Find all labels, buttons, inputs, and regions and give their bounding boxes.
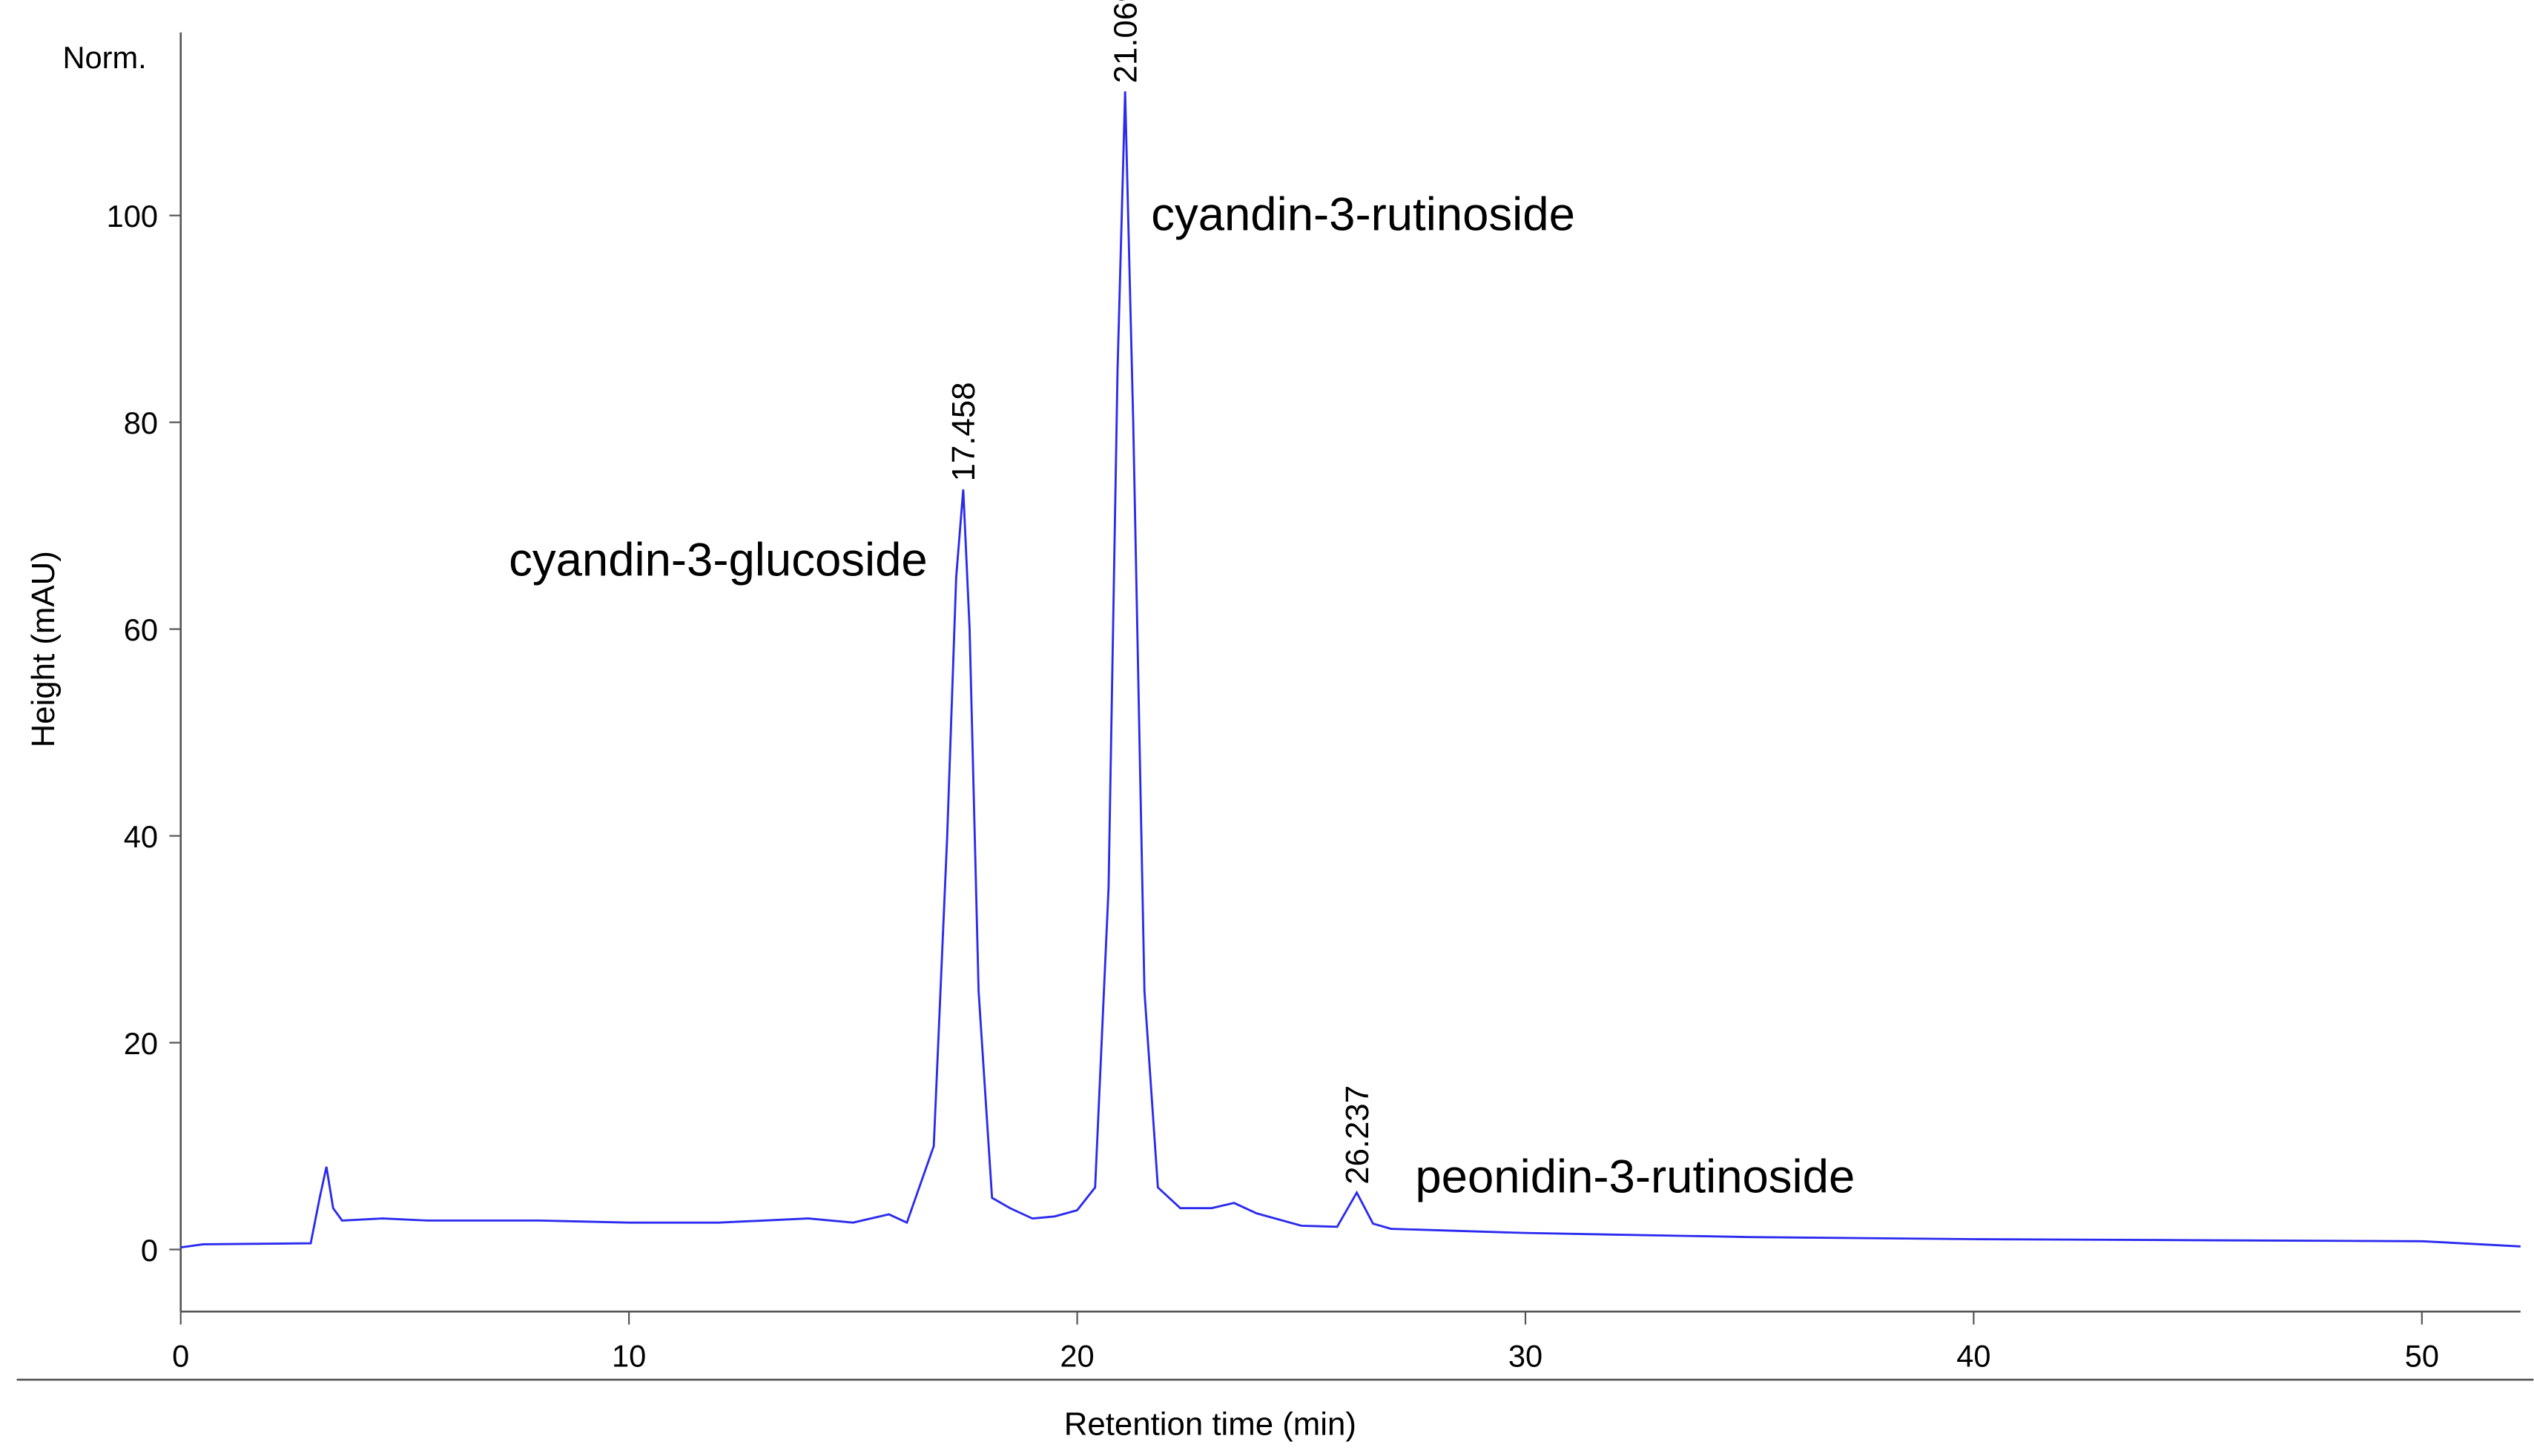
peak-label: 26.237: [1339, 1085, 1376, 1185]
x-tick-label: 30: [1508, 1339, 1542, 1374]
y-tick-label: 0: [141, 1233, 158, 1268]
y-tick-label: 40: [124, 819, 158, 854]
trace: [180, 91, 2521, 1249]
y-tick-label: 20: [124, 1026, 158, 1061]
peak-label: 17.458: [946, 382, 982, 481]
x-tick-label: 10: [612, 1339, 646, 1374]
peak-label: 21.069: [1108, 0, 1144, 83]
y-axis-title: Height (mAU): [25, 551, 62, 747]
y-tick-label: 80: [124, 406, 158, 440]
y-tick-label: 60: [124, 612, 158, 647]
compound-label: cyandin-3-glucoside: [509, 534, 928, 586]
y-unit-label: Norm.: [62, 40, 146, 75]
x-tick-label: 50: [2405, 1339, 2439, 1374]
compound-label: cyandin-3-rutinoside: [1151, 188, 1575, 240]
x-axis-title: Retention time (min): [1064, 1406, 1356, 1443]
x-tick-label: 0: [172, 1339, 189, 1374]
compound-label: peonidin-3-rutinoside: [1415, 1151, 1855, 1203]
x-tick-label: 20: [1060, 1339, 1094, 1374]
y-tick-label: 100: [107, 199, 158, 234]
x-tick-label: 40: [1956, 1339, 1990, 1374]
